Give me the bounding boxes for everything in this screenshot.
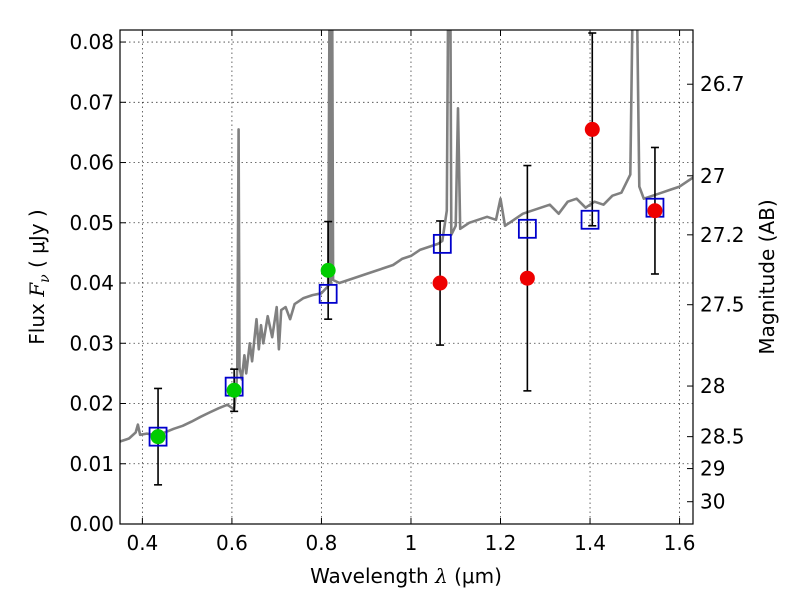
x-axis-label: Wavelength λ (μm) — [310, 564, 502, 588]
y-tick-label: 0.06 — [69, 151, 114, 175]
y-tick-label: 0.04 — [69, 271, 114, 295]
model-photometry-square — [432, 233, 452, 254]
y-tick-label: 0.00 — [69, 512, 114, 536]
data-markers — [148, 32, 665, 486]
y-tick-label: 0.07 — [69, 90, 114, 114]
observed-point-nir — [519, 270, 535, 286]
model-photometry-square — [318, 283, 338, 304]
plot-area — [120, 30, 693, 443]
y2-tick-label: 28.5 — [700, 425, 745, 449]
x-tick-label: 1.6 — [664, 531, 696, 555]
x-tick-label: 0.8 — [306, 531, 338, 555]
y-tick-label: 0.01 — [69, 452, 114, 476]
y-tick-label: 0.02 — [69, 392, 114, 416]
plot-frame — [119, 29, 694, 525]
y-tick-label: 0.05 — [69, 211, 114, 235]
axis-ticks: 0.4 0.6 0.8 1 1.2 1.4 1.6 0.00 0.01 0.02 0.03 0.04 0… — [69, 30, 745, 555]
y2-tick-label: 29 — [700, 457, 725, 481]
y2-tick-label: 27.2 — [700, 223, 745, 247]
y-axis-label: Flux Fν ( μJy ) — [25, 209, 53, 344]
observed-point-optical — [150, 429, 166, 445]
model-photometry-square — [148, 426, 168, 447]
x-tick-label: 1.4 — [574, 531, 606, 555]
y-tick-label: 0.08 — [69, 30, 114, 54]
y2-tick-label: 28 — [700, 374, 725, 398]
y2-tick-label: 26.7 — [700, 72, 745, 96]
grid — [120, 30, 693, 525]
y-tick-label: 0.03 — [69, 331, 114, 355]
y2-axis-label: Magnitude (AB) — [755, 199, 779, 354]
observed-point-nir — [432, 275, 448, 291]
x-tick-label: 1 — [405, 531, 418, 555]
observed-point-nir — [584, 121, 600, 137]
x-tick-label: 0.4 — [126, 531, 158, 555]
observed-point-optical — [226, 382, 242, 398]
y2-tick-label: 27.5 — [700, 293, 745, 317]
observed-point-nir — [647, 203, 663, 219]
y2-tick-label: 27 — [700, 164, 725, 188]
y2-tick-label: 30 — [700, 490, 725, 514]
x-tick-label: 0.6 — [216, 531, 248, 555]
observed-point-optical — [320, 262, 336, 278]
model-sed-line — [120, 30, 693, 443]
x-tick-label: 1.2 — [485, 531, 517, 555]
model-photometry-square — [517, 218, 537, 239]
model-photometry-square — [580, 209, 600, 230]
